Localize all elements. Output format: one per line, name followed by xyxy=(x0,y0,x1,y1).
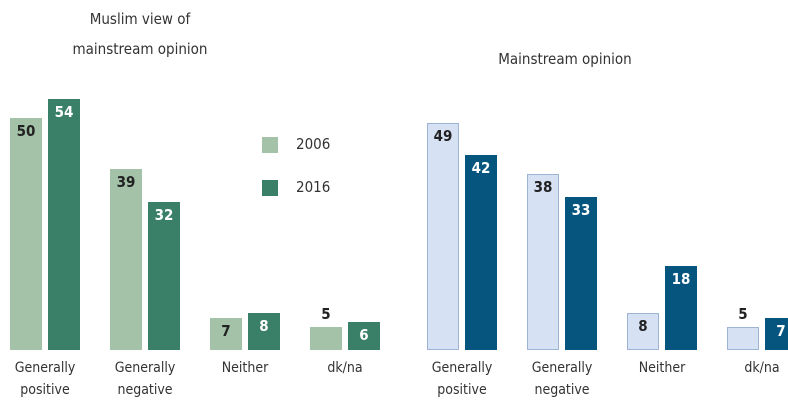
value-label: 6 xyxy=(359,326,369,345)
bar xyxy=(48,99,80,350)
value-label: 18 xyxy=(671,270,691,289)
bar xyxy=(348,322,380,350)
value-label: 54 xyxy=(54,103,74,122)
bar xyxy=(565,196,597,350)
bar xyxy=(427,122,459,350)
value-label: 38 xyxy=(533,177,553,196)
bar xyxy=(527,173,559,350)
value-label: 39 xyxy=(116,173,136,192)
value-label: 32 xyxy=(154,205,174,224)
chart-title: Mainstream opinion xyxy=(498,50,632,68)
value-label: 33 xyxy=(571,200,591,219)
bar xyxy=(627,312,659,350)
category-label: dk/na xyxy=(327,360,363,376)
legend-label: 2016 xyxy=(296,178,331,196)
value-label: 8 xyxy=(638,316,648,335)
category-label: dk/na xyxy=(744,360,780,376)
bar xyxy=(148,201,180,350)
value-label: 7 xyxy=(776,321,786,340)
category-label: Generally negative xyxy=(114,360,176,398)
legend-swatch xyxy=(262,180,278,196)
bar xyxy=(765,317,788,350)
legend-label: 2006 xyxy=(296,135,331,153)
value-label: 42 xyxy=(471,159,491,178)
category-label: Generally negative xyxy=(531,360,593,398)
value-label: 8 xyxy=(259,316,269,335)
bar xyxy=(110,169,142,350)
bar xyxy=(310,326,342,350)
value-label: 7 xyxy=(221,321,231,340)
value-label: 49 xyxy=(433,126,453,145)
category-label: Neither xyxy=(221,360,269,376)
bar xyxy=(10,118,42,350)
bar xyxy=(210,317,242,350)
bar xyxy=(465,155,497,350)
chart-title: Muslim view of mainstream opinion xyxy=(72,10,208,58)
value-label: 5 xyxy=(738,304,748,323)
value-label: 5 xyxy=(321,304,331,323)
bar xyxy=(248,312,280,350)
category-label: Generally positive xyxy=(431,360,493,398)
bar xyxy=(665,266,697,350)
bar xyxy=(727,326,759,350)
value-label: 50 xyxy=(16,122,36,140)
category-label: Generally positive xyxy=(14,360,76,398)
category-label: Neither xyxy=(638,360,686,376)
legend-swatch xyxy=(262,137,278,153)
